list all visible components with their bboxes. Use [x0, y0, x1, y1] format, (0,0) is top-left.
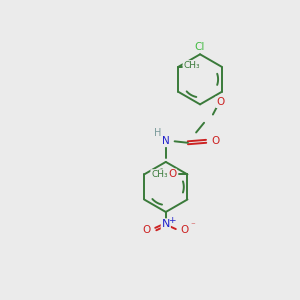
Text: O: O — [181, 225, 189, 235]
Text: +: + — [168, 216, 176, 225]
Text: ⁻: ⁻ — [190, 222, 195, 231]
Text: N: N — [162, 136, 170, 146]
Text: O: O — [212, 136, 220, 146]
Text: CH₃: CH₃ — [151, 170, 168, 179]
Text: O: O — [168, 169, 176, 179]
Text: CH₃: CH₃ — [183, 61, 200, 70]
Text: O: O — [143, 225, 151, 235]
Text: N: N — [162, 219, 170, 229]
Text: Cl: Cl — [195, 42, 205, 52]
Text: H: H — [154, 128, 161, 138]
Text: O: O — [216, 97, 224, 107]
